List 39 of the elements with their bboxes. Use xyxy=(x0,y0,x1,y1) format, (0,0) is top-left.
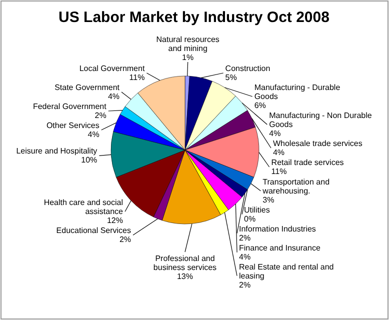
slice-label: Educational Services xyxy=(56,226,131,236)
slice-label: Local Government xyxy=(79,64,146,73)
chart-title: US Labor Market by Industry Oct 2008 xyxy=(58,9,330,26)
slice-label: Transportation and warehousing. xyxy=(262,177,330,196)
data-label: 11% xyxy=(271,167,287,176)
data-label: 2% xyxy=(94,111,106,120)
slice-label: Manufacturing - Durable Goods xyxy=(254,83,341,101)
data-label: 12% xyxy=(106,216,123,226)
slice-label: Real Estate and rental and leasing xyxy=(239,262,334,280)
data-label: 4% xyxy=(108,92,120,101)
slice-label: Finance and Insurance xyxy=(239,243,321,252)
text: 0% xyxy=(244,214,256,224)
data-label: 5% xyxy=(225,73,237,82)
data-label: 1% xyxy=(182,53,194,62)
data-label: 6% xyxy=(254,101,266,110)
data-label: 2% xyxy=(119,235,131,244)
data-label: 4% xyxy=(88,130,100,139)
slice-label: Natural resources and mining xyxy=(156,35,220,53)
data-label: 2% xyxy=(239,233,251,242)
data-label: 13% xyxy=(176,272,194,281)
slice-label: Retail trade services xyxy=(271,158,344,167)
data-label: 2% xyxy=(239,280,251,290)
slice-label: Leisure and Hospitality xyxy=(16,146,98,156)
category-label: Utilities xyxy=(244,205,270,214)
slice-label: Other Services xyxy=(46,121,100,130)
data-label: 4% xyxy=(269,129,281,138)
data-label: 11% xyxy=(129,73,145,82)
data-label: 4% xyxy=(239,252,251,262)
data-label: 10% xyxy=(81,156,98,165)
slice-label: Wholesale trade services xyxy=(272,139,362,148)
slice-label: Health care and social assistance xyxy=(44,198,124,216)
slice-label: Information Industries xyxy=(239,224,316,234)
data-label: 3% xyxy=(262,195,274,204)
slice-label: Federal Government xyxy=(32,102,108,111)
slice-label: Construction xyxy=(225,64,270,73)
data-label: 4% xyxy=(272,148,285,157)
slice-label: Manufacturing - Non Durable Goods xyxy=(269,111,372,129)
slice-label: Professional and business services xyxy=(153,254,217,272)
slice-label: State Government xyxy=(54,83,120,92)
